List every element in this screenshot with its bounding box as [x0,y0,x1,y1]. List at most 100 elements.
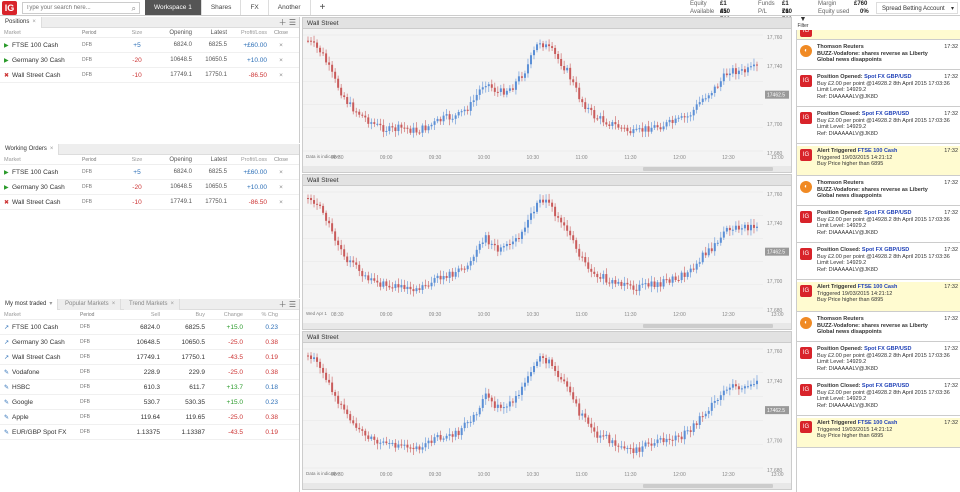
market-name[interactable]: Germany 30 Cash [12,57,65,64]
candlestick-chart[interactable]: 17,76017,74017,72017,70017,68017462.508:… [303,343,791,490]
buy-price[interactable]: 17750.1 [181,354,206,361]
account-selector[interactable]: Spread Betting Account ▾ [876,2,958,14]
market-cell[interactable]: ✎ Apple [0,410,80,424]
market-name[interactable]: Germany 30 Cash [12,339,65,346]
search-icon[interactable]: ⌕ [131,4,136,13]
panel-controls[interactable]: ＋ ☰ [278,18,296,27]
table-row[interactable]: ✎ Vodafone DFB 228.9 229.9 -25.0 0.38 [0,365,299,380]
close-icon[interactable]: × [32,19,36,25]
market-name[interactable]: Apple [12,414,29,421]
news-item[interactable]: IG 17:32 Alert Triggered FTSE 100 Cash Trig… [797,146,960,176]
market-cell[interactable]: ▶ FTSE 100 Cash [0,165,82,179]
add-tab-button[interactable]: + [319,2,326,13]
close-position-button[interactable]: × [279,184,283,191]
sell-price[interactable]: 228.9 [143,369,160,376]
news-item[interactable]: IG 17:32 Position Closed: Spot FX GBP/USD B… [797,245,960,280]
market-name[interactable]: Wall Street Cash [12,199,61,206]
close-position-button[interactable]: × [279,199,283,206]
news-item[interactable]: IG 17:32 Alert Triggered FTSE 100 Cash Trig… [797,418,960,448]
table-row[interactable]: ✎ Apple DFB 119.64 119.65 -25.0 0.38 [0,410,299,425]
market-name[interactable]: FTSE 100 Cash [12,324,59,331]
close-icon[interactable]: × [49,146,54,152]
tab-shares[interactable]: Shares [202,0,242,15]
market-cell[interactable]: ✎ HSBC [0,380,80,394]
market-cell[interactable]: ✎ EUR/GBP Spot FX [0,425,80,439]
sell-price[interactable]: 119.64 [140,414,160,421]
table-row[interactable]: ▶ Germany 30 Cash DFB -20 10648.5 10650.5 +10.… [0,180,299,195]
tab-my-most-traded[interactable]: My most traded ▾ [0,299,59,310]
table-row[interactable]: ▶ FTSE 100 Cash DFB +5 6824.0 6825.5 +£60.00 × [0,38,299,53]
market-cell[interactable]: ✎ Vodafone [0,365,80,379]
table-row[interactable]: ✎ EUR/GBP Spot FX DFB 1.13375 1.13387 -43.5 0.… [0,425,299,440]
close-position-button[interactable]: × [279,57,283,64]
chart-panel-2[interactable]: Wall Street 17,76017,74017,72017,70017,6… [302,174,792,330]
news-link[interactable]: FTSE 100 Cash [857,148,898,154]
market-name[interactable]: Germany 30 Cash [12,184,65,191]
news-item[interactable]: IG 17:32Buy Price higher than 6895 [797,30,960,40]
sell-price[interactable]: 10648.5 [136,339,161,346]
table-row[interactable]: ✖ Wall Street Cash DFB -10 17749.1 17750.1 -86… [0,195,299,210]
sell-price[interactable]: 610.3 [143,384,160,391]
tab-popular-markets[interactable]: Popular Markets × [60,299,122,310]
market-cell[interactable]: ▶ Germany 30 Cash [0,53,82,67]
news-link[interactable]: Spot FX GBP/USD [861,111,910,117]
market-cell[interactable]: ✖ Wall Street Cash [0,195,82,209]
news-link[interactable]: Spot FX GBP/USD [864,346,912,352]
news-link[interactable]: FTSE 100 Cash [857,284,898,290]
news-link[interactable]: Spot FX GBP/USD [861,383,910,389]
tab-trend-markets[interactable]: Trend Markets × [124,299,180,310]
buy-price[interactable]: 10650.5 [181,339,206,346]
news-link[interactable]: Spot FX GBP/USD [864,210,912,216]
news-item[interactable]: ◐ 17:32 Thomson Reuters BUZZ-Vodafone: shar… [797,42,960,70]
panel-controls[interactable]: ＋ ☰ [278,300,296,309]
market-name[interactable]: Vodafone [12,369,40,376]
market-name[interactable]: Google [12,399,33,406]
buy-price[interactable]: 6825.5 [185,324,205,331]
sell-price[interactable]: 17749.1 [136,354,161,361]
close-icon[interactable]: × [170,301,174,307]
market-cell[interactable]: ↗ Germany 30 Cash [0,335,80,349]
buy-price[interactable]: 530.35 [185,399,205,406]
close-position-button[interactable]: × [279,169,283,176]
market-name[interactable]: FTSE 100 Cash [12,169,59,176]
market-cell[interactable]: ✎ Google [0,395,80,409]
market-name[interactable]: EUR/GBP Spot FX [12,429,67,436]
close-icon[interactable]: × [111,301,116,307]
filter-button[interactable]: ▼ Filter [794,16,812,30]
buy-price[interactable]: 1.13387 [181,429,206,436]
market-cell[interactable]: ▶ Germany 30 Cash [0,180,82,194]
search-box[interactable]: ⌕ [22,2,140,14]
search-input[interactable] [23,3,123,13]
news-item[interactable]: IG 17:32 Position Closed: Spot FX GBP/USD B… [797,381,960,416]
candlestick-chart[interactable]: 17,76017,74017,72017,70017,68017462.508:… [303,29,791,173]
buy-price[interactable]: 611.7 [189,384,205,391]
market-name[interactable]: HSBC [12,384,31,391]
table-row[interactable]: ↗ FTSE 100 Cash DFB 6824.0 6825.5 +15.0 0.23 [0,320,299,335]
table-row[interactable]: ↗ Wall Street Cash DFB 17749.1 17750.1 -43.5 0… [0,350,299,365]
chart-scrollbar[interactable] [303,166,791,172]
tab-workspace-1[interactable]: Workspace 1 [145,0,202,15]
news-item[interactable]: IG 17:32 Position Opened: Spot FX GBP/USD B… [797,72,960,107]
tab-working-orders[interactable]: Working Orders × [0,144,60,155]
market-cell[interactable]: ↗ FTSE 100 Cash [0,320,80,334]
market-name[interactable]: FTSE 100 Cash [12,42,59,49]
table-row[interactable]: ↗ Germany 30 Cash DFB 10648.5 10650.5 -25.0 0.… [0,335,299,350]
chart-scrollbar[interactable] [303,483,791,489]
chart-panel-3[interactable]: Wall Street 17,76017,74017,72017,70017,6… [302,331,792,490]
candlestick-chart[interactable]: 17,76017,74017,72017,70017,68017462.508:… [303,186,791,330]
market-cell[interactable]: ▶ FTSE 100 Cash [0,38,82,52]
chevron-down-icon[interactable]: ▾ [49,301,53,307]
buy-price[interactable]: 119.65 [185,414,205,421]
chart-panel-1[interactable]: Wall Street 17,76017,74017,72017,70017,6… [302,17,792,173]
scroll-thumb[interactable] [643,484,773,488]
buy-price[interactable]: 229.9 [188,369,205,376]
market-cell[interactable]: ↗ Wall Street Cash [0,350,80,364]
news-item[interactable]: IG 17:32 Position Opened: Spot FX GBP/USD B… [797,344,960,379]
market-name[interactable]: Wall Street Cash [12,72,61,79]
news-item[interactable]: IG 17:32 Position Closed: Spot FX GBP/USD B… [797,109,960,144]
news-item[interactable]: IG 17:32 Alert Triggered FTSE 100 Cash Trig… [797,282,960,312]
news-item[interactable]: IG 17:32 Position Opened: Spot FX GBP/USD B… [797,208,960,243]
news-item[interactable]: ◐ 17:32 Thomson Reuters BUZZ-Vodafone: shar… [797,178,960,206]
news-link[interactable]: FTSE 100 Cash [857,420,898,426]
market-name[interactable]: Wall Street Cash [12,354,61,361]
